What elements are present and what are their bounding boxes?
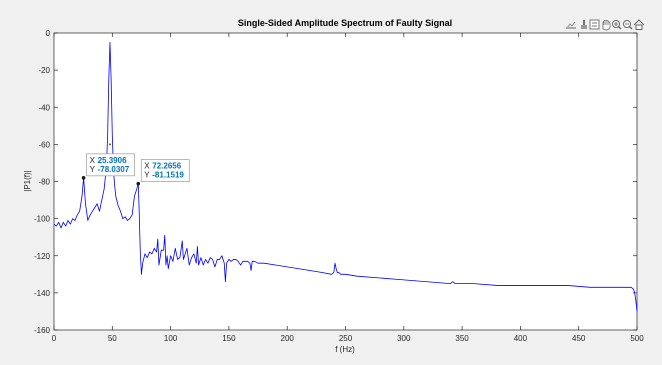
x-tick-label: 200 bbox=[281, 334, 295, 343]
zoom-in-icon[interactable] bbox=[612, 20, 622, 30]
x-tick-label: 350 bbox=[455, 334, 469, 343]
x-tick-label: 150 bbox=[222, 334, 236, 343]
datatip-box bbox=[86, 153, 135, 177]
y-axis-label: |P1(f)| bbox=[23, 170, 32, 192]
x-tick-label: 0 bbox=[52, 334, 57, 343]
datatip-y-value: -78.0307 bbox=[98, 165, 130, 174]
y-tick-label: -80 bbox=[38, 178, 50, 187]
x-tick-label: 100 bbox=[164, 334, 178, 343]
y-tick-label: -60 bbox=[38, 140, 50, 149]
datatip-x-value: 72.2656 bbox=[152, 162, 181, 171]
x-tick-label: 450 bbox=[572, 334, 586, 343]
datatip-icon[interactable] bbox=[589, 19, 600, 30]
home-icon[interactable] bbox=[633, 19, 645, 30]
datatip-box bbox=[140, 159, 190, 182]
export-icon[interactable] bbox=[566, 21, 576, 29]
datatip-x-label: X bbox=[90, 156, 96, 165]
y-tick-label: -20 bbox=[38, 66, 50, 75]
axes-toolbar bbox=[566, 19, 645, 31]
brush-icon[interactable] bbox=[581, 20, 587, 29]
y-tick-label: -40 bbox=[38, 103, 50, 112]
y-tick-label: -140 bbox=[34, 289, 51, 298]
x-tick-label: 500 bbox=[630, 334, 644, 343]
datatip-marker bbox=[136, 181, 141, 186]
x-tick-label: 400 bbox=[514, 334, 528, 343]
pan-icon[interactable] bbox=[602, 20, 611, 31]
y-tick-label: -160 bbox=[34, 326, 51, 335]
zoom-out-icon[interactable] bbox=[623, 20, 633, 30]
cursor-mark bbox=[108, 143, 111, 146]
y-tick-label: -100 bbox=[34, 215, 51, 224]
y-axis: 0 -20 -40 -60 -80 -100 -120 -140 -160 bbox=[34, 29, 637, 335]
y-tick-label: 0 bbox=[46, 29, 51, 38]
datatip-marker bbox=[81, 176, 86, 180]
y-tick-label: -120 bbox=[34, 252, 51, 261]
datatip-y-label: Y bbox=[144, 171, 150, 180]
datatip-x-label: X bbox=[144, 162, 150, 171]
datatip-y-label: Y bbox=[90, 165, 96, 174]
x-tick-label: 50 bbox=[108, 334, 117, 343]
x-axis: 0 50 100 150 200 250 300 350 400 450 500 bbox=[52, 33, 644, 343]
x-tick-label: 250 bbox=[339, 334, 353, 343]
x-tick-label: 300 bbox=[397, 334, 411, 343]
chart-title: Single-Sided Amplitude Spectrum of Fault… bbox=[238, 18, 452, 28]
datatip-y-value: -81.1519 bbox=[152, 171, 184, 180]
datatip-x-value: 25.3906 bbox=[98, 156, 127, 165]
x-axis-label: f (Hz) bbox=[335, 345, 355, 354]
